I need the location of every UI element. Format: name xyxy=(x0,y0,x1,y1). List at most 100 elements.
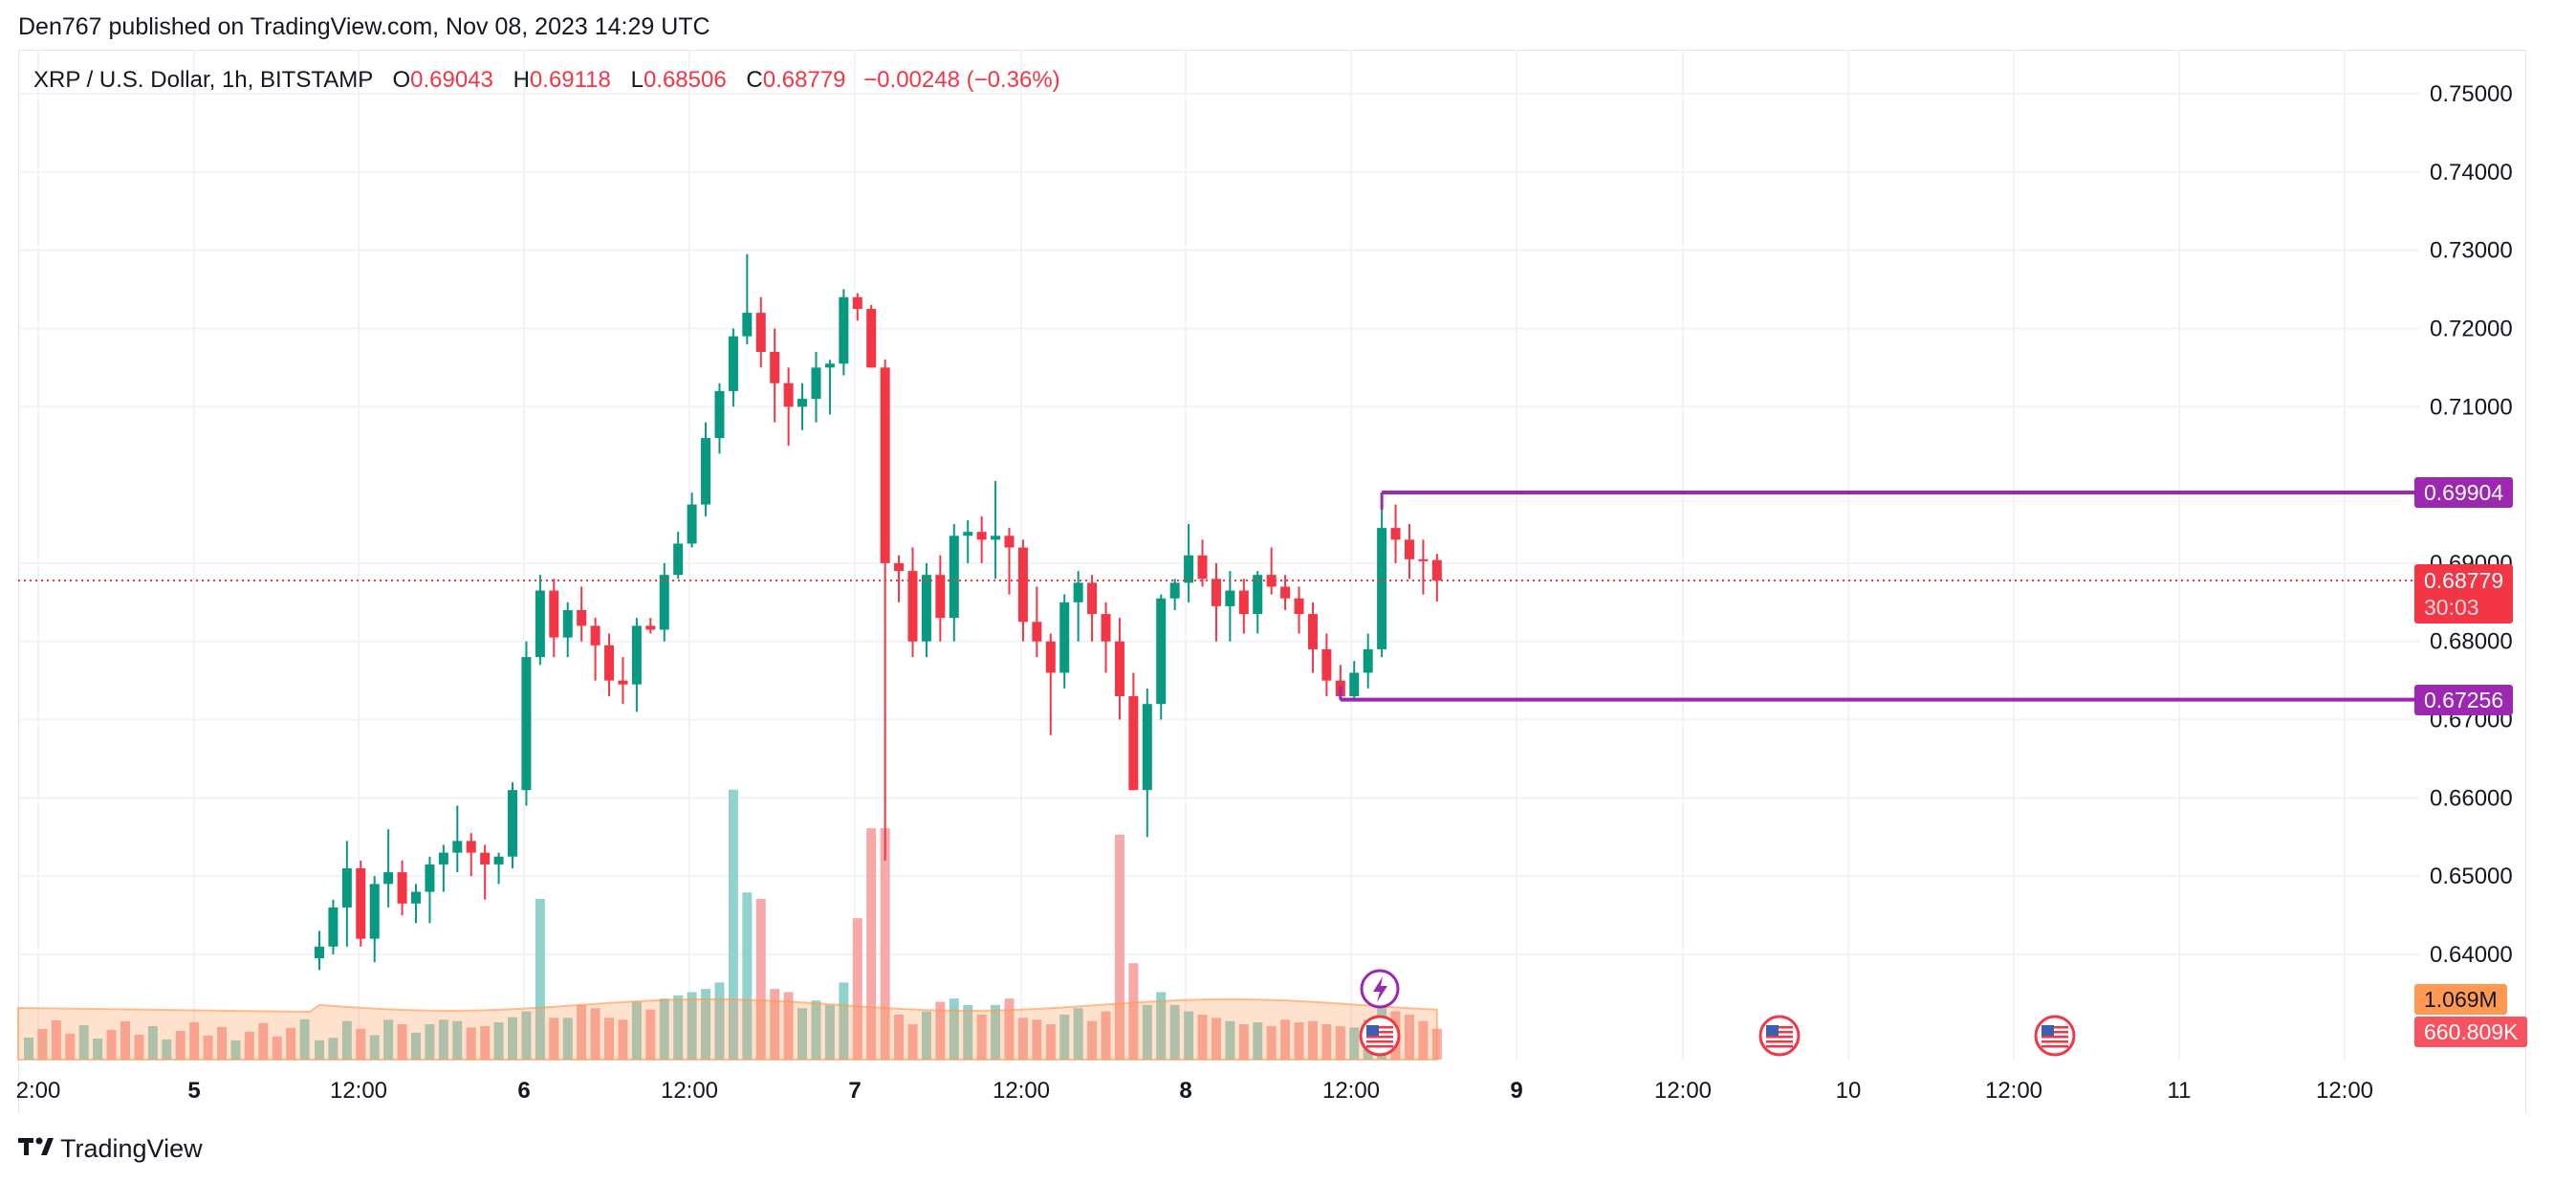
candle-body xyxy=(1197,555,1208,580)
event-markers xyxy=(1359,969,2076,1057)
candle-body xyxy=(631,625,642,685)
resistance-price-tag: 0.69904 xyxy=(2414,477,2514,508)
volume-bar xyxy=(1114,834,1124,1060)
candle-body xyxy=(508,790,518,857)
volume-bar xyxy=(1197,1014,1208,1060)
time-tick-label: 12:00 xyxy=(1985,1078,2042,1104)
candle-body xyxy=(328,907,338,947)
horizontal-levels xyxy=(18,490,2414,702)
volume-bar xyxy=(535,899,545,1060)
volume-bar xyxy=(356,1028,366,1060)
candle-body xyxy=(1017,547,1028,623)
low-label: L xyxy=(630,67,644,93)
candle-body xyxy=(866,309,877,368)
price-tick-label: 0.66000 xyxy=(2430,785,2513,811)
volume-bar xyxy=(37,1028,48,1060)
candle-body xyxy=(742,313,753,337)
volume-bar xyxy=(880,828,890,1060)
volume-bar xyxy=(907,1024,918,1060)
candle-body xyxy=(935,575,946,619)
volume-ma xyxy=(17,997,1438,1061)
candle-body xyxy=(701,438,711,505)
volume-bar xyxy=(480,1026,491,1060)
candle-body xyxy=(1004,536,1015,548)
candle-body xyxy=(797,399,808,407)
time-tick-label: 2:00 xyxy=(16,1078,61,1104)
price-tick-label: 0.75000 xyxy=(2430,81,2513,107)
open-value: 0.69043 xyxy=(410,67,493,93)
candle-body xyxy=(1114,641,1124,696)
volume-bar xyxy=(411,1032,422,1060)
volume-bar xyxy=(1073,1008,1083,1060)
volume-bar xyxy=(755,899,766,1060)
price-tick-label: 0.68000 xyxy=(2430,629,2513,655)
volume-ma-area xyxy=(17,997,1438,1061)
candle-body xyxy=(397,872,407,904)
time-tick-label: 12:00 xyxy=(993,1078,1050,1104)
volume-bar xyxy=(230,1040,241,1060)
candle-body xyxy=(577,610,587,626)
candle-body xyxy=(852,296,862,309)
candle-body xyxy=(894,562,905,572)
candle-body xyxy=(1142,704,1152,791)
volume-bar xyxy=(824,1004,835,1060)
volume-ma-tag: 1.069M xyxy=(2414,984,2507,1015)
volume-bar xyxy=(590,1008,600,1060)
support-price-tag: 0.67256 xyxy=(2414,685,2514,715)
price-axis: 0.750000.740000.730000.720000.710000.690… xyxy=(2430,81,2513,968)
volume-bar xyxy=(425,1024,435,1060)
time-tick-label: 10 xyxy=(1836,1078,1862,1104)
candle-body xyxy=(1184,555,1194,583)
volume-bar xyxy=(618,1019,628,1060)
tradingview-brand-text: TradingView xyxy=(60,1134,203,1163)
candle-body xyxy=(1280,586,1291,599)
candle-body xyxy=(1418,558,1429,561)
candle-body xyxy=(425,864,435,892)
volume-bar xyxy=(1169,1004,1180,1060)
volume-bar xyxy=(397,1024,407,1060)
volume-bar xyxy=(521,1011,532,1060)
volume-bar xyxy=(134,1034,144,1060)
candle-body xyxy=(991,536,1001,540)
volume-bar xyxy=(1335,1026,1345,1060)
candle-body xyxy=(824,363,835,368)
change-value: −0.00248 (−0.36%) xyxy=(863,67,1060,93)
candle-body xyxy=(659,575,669,630)
volume-bar xyxy=(286,1027,296,1060)
candle-body xyxy=(549,590,559,638)
candle-body xyxy=(1211,579,1221,606)
ohlc-legend: XRP / U.S. Dollar, 1h, BITSTAMP O0.69043… xyxy=(33,67,1060,94)
open-label: O xyxy=(392,67,411,93)
tradingview-logo[interactable]: TradingView xyxy=(18,1134,203,1164)
volume-bar xyxy=(120,1020,131,1060)
volume-bar xyxy=(894,1014,905,1060)
publisher-header: Den767 published on TradingView.com, Nov… xyxy=(18,13,710,40)
time-tick-label: 12:00 xyxy=(1322,1078,1380,1104)
time-tick-label: 12:00 xyxy=(2316,1078,2373,1104)
candle-body xyxy=(1404,539,1414,559)
volume-bar xyxy=(797,1008,808,1060)
volume-bar xyxy=(659,998,669,1060)
candle-body xyxy=(383,872,394,885)
volume-bar xyxy=(631,1001,642,1060)
candle-body xyxy=(1101,614,1111,642)
time-tick-label: 12:00 xyxy=(1654,1078,1712,1104)
symbol-label[interactable]: XRP / U.S. Dollar, 1h, BITSTAMP xyxy=(33,67,373,93)
candle-body xyxy=(1156,598,1167,705)
candle-body xyxy=(1349,672,1360,696)
volume-bar xyxy=(383,1019,394,1060)
volume-tag: 660.809K xyxy=(2414,1017,2528,1047)
candle-body xyxy=(755,313,766,352)
volume-bar xyxy=(1128,963,1139,1060)
candle-body xyxy=(1087,582,1098,615)
volume-bar xyxy=(1294,1022,1304,1060)
candle-body xyxy=(369,884,380,939)
lightning-event-icon xyxy=(1360,969,1400,1009)
time-tick-label: 9 xyxy=(1510,1078,1522,1104)
candle-body xyxy=(438,852,448,865)
volume-bar xyxy=(991,1004,1001,1060)
volume-bar xyxy=(866,828,877,1060)
us-flag-icon xyxy=(1758,1015,1801,1057)
volume-bar xyxy=(935,1001,946,1060)
